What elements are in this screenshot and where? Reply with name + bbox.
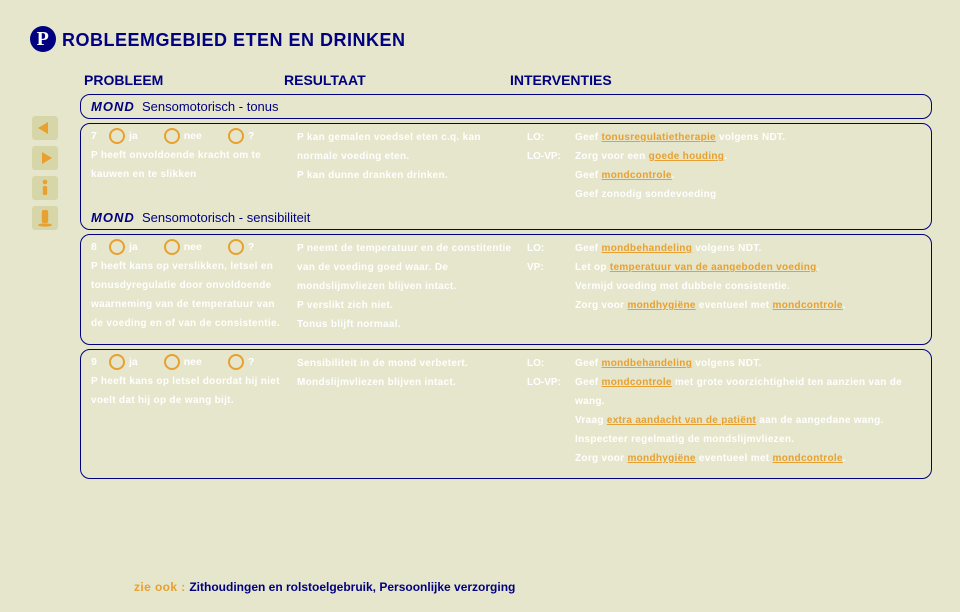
section-title-2: MOND Sensomotorisch - sensibiliteit: [91, 210, 921, 225]
radio-icon: [228, 128, 244, 144]
radio-icon: [228, 239, 244, 255]
content-area: PROBLEEM RESULTAAT INTERVENTIES MOND Sen…: [80, 72, 932, 483]
interv-text: Geef mondbehandeling volgens NDT.: [575, 239, 921, 258]
radio-icon: [164, 239, 180, 255]
q-number: 9: [91, 356, 101, 368]
interv-tag: [527, 430, 569, 449]
interv-text: Vermijd voeding met dubbele consistentie…: [575, 277, 921, 296]
section-sub: Sensomotorisch - sensibiliteit: [142, 210, 310, 225]
interv-link[interactable]: mondcontrole: [773, 453, 843, 464]
nav-stop-button[interactable]: [32, 206, 58, 230]
radio-icon: [164, 354, 180, 370]
interv-text: Vraag extra aandacht van de patiënt aan …: [575, 411, 921, 430]
section-sub: Sensomotorisch - tonus: [142, 99, 279, 114]
interv-tag: VP:: [527, 258, 569, 277]
interv-tag: LO-VP:: [527, 373, 569, 411]
interv-tag: [527, 185, 569, 204]
q7-interventions: LO: Geef tonusregulatietherapie volgens N…: [527, 128, 921, 204]
interv-text: Geef mondbehandeling volgens NDT.: [575, 354, 921, 373]
interv-tag: LO:: [527, 128, 569, 147]
opt-ja[interactable]: ja: [109, 128, 138, 144]
section-title: MOND Sensomotorisch - tonus: [91, 99, 921, 114]
opt-q[interactable]: ?: [228, 239, 254, 255]
radio-icon: [109, 128, 125, 144]
nav-column: [32, 116, 58, 230]
q7-result-text: P kan gemalen voedsel eten c.q. kan norm…: [297, 128, 519, 185]
interv-tag: [527, 166, 569, 185]
interv-tag: [527, 296, 569, 315]
interv-text: Zorg voor mondhygiëne eventueel met mond…: [575, 449, 921, 468]
page-title: P ROBLEEMGEBIED ETEN EN DRINKEN: [30, 28, 406, 54]
q8-problem-text: P heeft kans op verslikken, letsel en to…: [91, 257, 289, 333]
interv-tag: [527, 411, 569, 430]
question-panel-8: 8 ja nee ? P heeft kans op verslikken, l…: [80, 234, 932, 345]
header-problem: PROBLEEM: [84, 72, 284, 88]
q-number: 8: [91, 241, 101, 253]
see-also-label: zie ook :: [134, 580, 189, 594]
q8-interventions: LO: Geef mondbehandeling volgens NDT. VP: L…: [527, 239, 921, 334]
opt-nee[interactable]: nee: [164, 128, 202, 144]
section-panel-tonus: MOND Sensomotorisch - tonus: [80, 94, 932, 119]
q9-result-text: Sensibiliteit in de mond verbetert. Mond…: [297, 354, 519, 392]
radio-icon: [109, 354, 125, 370]
header-result: RESULTAAT: [284, 72, 510, 88]
interv-link[interactable]: tonusregulatietherapie: [602, 132, 716, 143]
interv-tag: [527, 449, 569, 468]
radio-icon: [109, 239, 125, 255]
interv-link[interactable]: goede houding: [649, 151, 725, 162]
opt-nee[interactable]: nee: [164, 239, 202, 255]
see-also: zie ook : Zithoudingen en rolstoelgebrui…: [134, 580, 515, 594]
interv-text: Let op temperatuur van de aangeboden voe…: [575, 258, 921, 277]
interv-link[interactable]: mondcontrole: [773, 300, 843, 311]
opt-ja[interactable]: ja: [109, 354, 138, 370]
nav-prev-button[interactable]: [32, 116, 58, 140]
interv-link[interactable]: temperatuur van de aangeboden voeding: [610, 262, 817, 273]
opt-ja[interactable]: ja: [109, 239, 138, 255]
q-number: 7: [91, 130, 101, 142]
interv-link[interactable]: mondcontrole: [602, 170, 672, 181]
q9-interventions: LO: Geef mondbehandeling volgens NDT. LO-V…: [527, 354, 921, 468]
interv-text: Geef tonusregulatietherapie volgens NDT.: [575, 128, 921, 147]
question-panel-7: 7 ja nee ? P heeft onvoldoende kracht om…: [80, 123, 932, 230]
interv-tag: [527, 277, 569, 296]
q7-problem-text: P heeft onvoldoende kracht om te kauwen …: [91, 146, 289, 184]
section-mond: MOND: [91, 99, 135, 114]
interv-link[interactable]: mondcontrole: [602, 377, 672, 388]
q8-result-text: P neemt de temperatuur en de constitenti…: [297, 239, 519, 334]
opt-q[interactable]: ?: [228, 354, 254, 370]
p-badge-icon: P: [30, 26, 56, 52]
interv-tag: LO:: [527, 354, 569, 373]
interv-text: Geef zonodig sondevoeding: [575, 185, 921, 204]
interv-link[interactable]: mondbehandeling: [602, 243, 693, 254]
interv-link[interactable]: mondhygiëne: [627, 453, 695, 464]
title-text: ROBLEEMGEBIED ETEN EN DRINKEN: [62, 30, 406, 50]
interv-link[interactable]: mondbehandeling: [602, 358, 693, 369]
interv-text: Geef mondcontrole.: [575, 166, 921, 185]
interv-text: Zorg voor een goede houding.: [575, 147, 921, 166]
column-headers: PROBLEEM RESULTAAT INTERVENTIES: [84, 72, 932, 88]
section-mond: MOND: [91, 210, 135, 225]
nav-next-button[interactable]: [32, 146, 58, 170]
interv-text: Geef mondcontrole met grote voorzichtigh…: [575, 373, 921, 411]
radio-icon: [228, 354, 244, 370]
radio-icon: [164, 128, 180, 144]
question-panel-9: 9 ja nee ? P heeft kans op letsel doorda…: [80, 349, 932, 479]
opt-q[interactable]: ?: [228, 128, 254, 144]
see-also-links[interactable]: Zithoudingen en rolstoelgebruik, Persoon…: [189, 580, 515, 594]
q9-problem-text: P heeft kans op letsel doordat hij niet …: [91, 372, 289, 410]
interv-link[interactable]: extra aandacht van de patiënt: [607, 415, 756, 426]
interv-tag: LO:: [527, 239, 569, 258]
opt-nee[interactable]: nee: [164, 354, 202, 370]
interv-link[interactable]: mondhygiëne: [627, 300, 695, 311]
nav-info-button[interactable]: [32, 176, 58, 200]
interv-text: Inspecteer regelmatig de mondslijmvlieze…: [575, 430, 921, 449]
interv-text: Zorg voor mondhygiëne eventueel met mond…: [575, 296, 921, 315]
interv-tag: LO-VP:: [527, 147, 569, 166]
header-interventions: INTERVENTIES: [510, 72, 910, 88]
